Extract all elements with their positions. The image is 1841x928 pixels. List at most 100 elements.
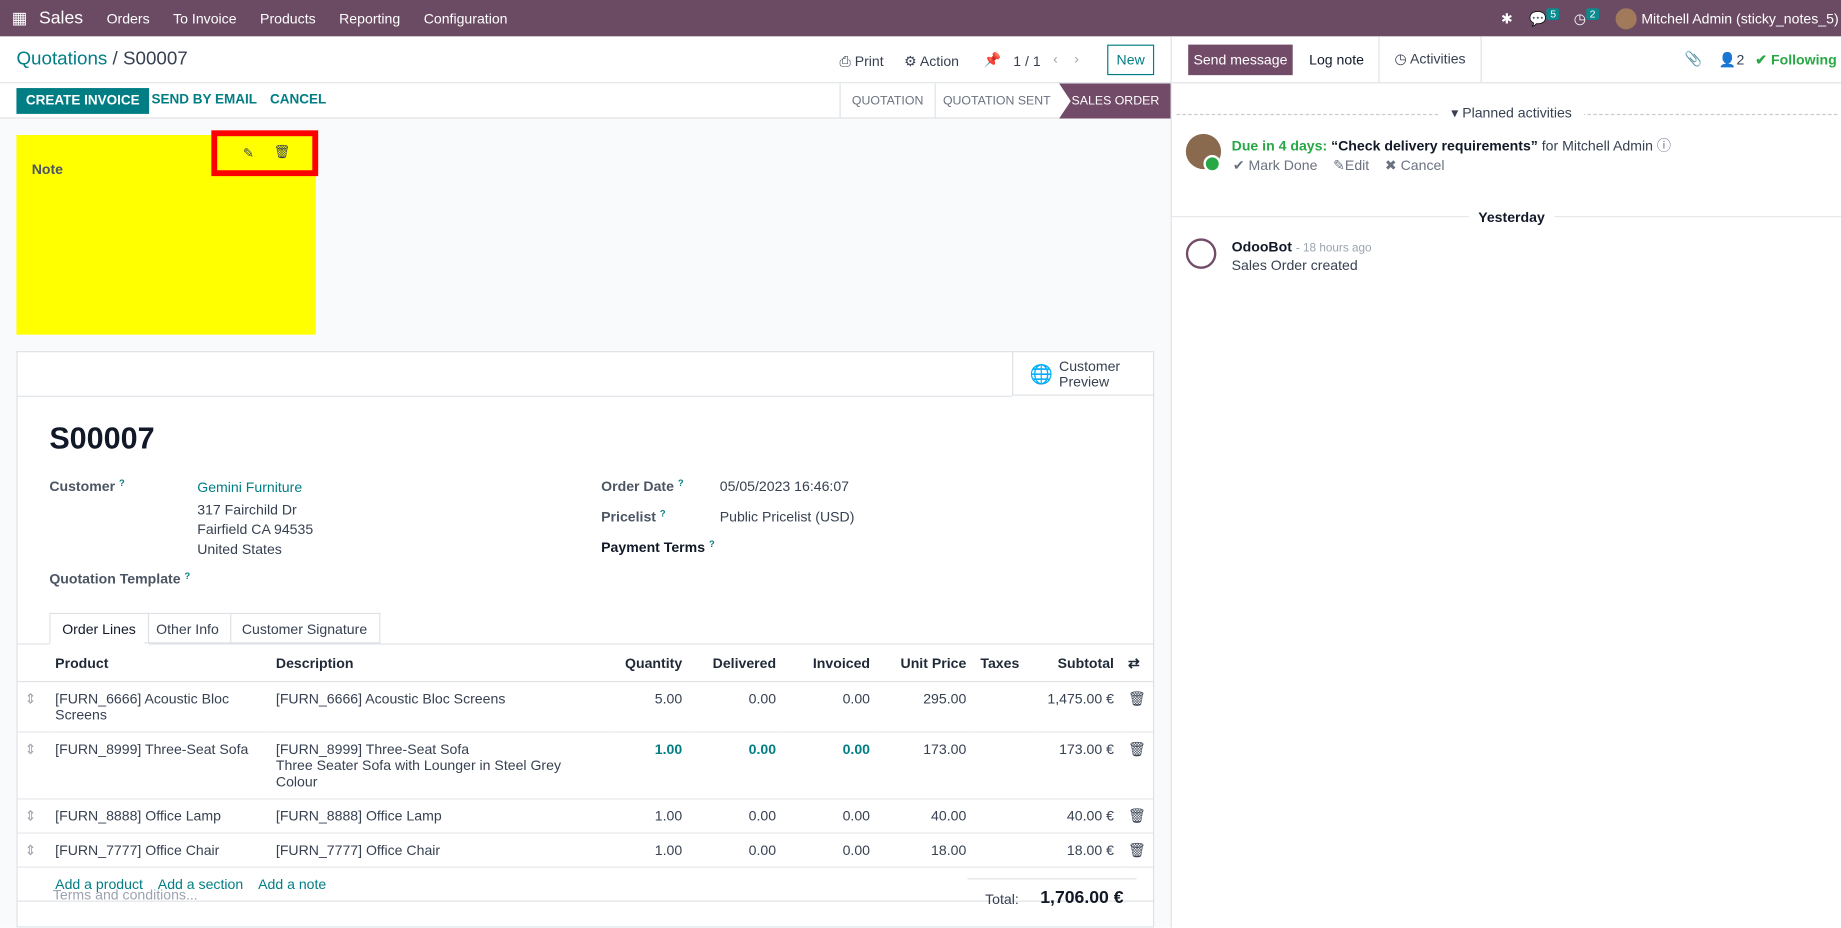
apps-menu-icon[interactable]: ▦: [11, 8, 28, 28]
drag-handle-icon[interactable]: ⇕: [17, 798, 49, 834]
log-note-button[interactable]: Log note: [1309, 51, 1364, 69]
cell-quantity[interactable]: 1.00: [609, 732, 690, 800]
cell-invoiced[interactable]: 0.00: [783, 798, 878, 834]
cell-unit-price[interactable]: 40.00: [877, 798, 974, 834]
cell-taxes[interactable]: [973, 732, 1033, 800]
cell-invoiced[interactable]: 0.00: [783, 681, 878, 733]
cell-unit-price[interactable]: 295.00: [877, 681, 974, 733]
cell-delivered[interactable]: 0.00: [689, 798, 784, 834]
breadcrumb-quotations[interactable]: Quotations: [16, 49, 108, 70]
cell-description[interactable]: [FURN_8888] Office Lamp: [268, 798, 610, 834]
send-message-button[interactable]: Send message: [1188, 44, 1293, 76]
table-row[interactable]: ⇕ [FURN_8888] Office Lamp [FURN_8888] Of…: [17, 798, 1153, 834]
pin-icon[interactable]: 📌: [983, 51, 1002, 69]
following-button[interactable]: ✔ Following: [1755, 51, 1837, 69]
col-subtotal[interactable]: Subtotal: [1032, 645, 1121, 683]
cancel-activity-button[interactable]: ✖ Cancel: [1384, 157, 1445, 174]
terms-input[interactable]: Terms and conditions...: [52, 886, 198, 903]
cell-delivered[interactable]: 0.00: [689, 681, 784, 733]
order-date-field[interactable]: 05/05/2023 16:46:07: [719, 477, 850, 495]
add-section-link[interactable]: Add a section: [157, 875, 244, 893]
delete-line-trash-icon[interactable]: 🗑: [1120, 798, 1153, 834]
cell-description[interactable]: [FURN_6666] Acoustic Bloc Screens: [268, 681, 610, 733]
pager-next-icon[interactable]: ›: [1074, 50, 1080, 67]
avatar[interactable]: [1615, 7, 1637, 29]
sticky-note[interactable]: Note: [16, 135, 316, 335]
cell-unit-price[interactable]: 18.00: [877, 833, 974, 868]
mark-done-button[interactable]: ✔ Mark Done: [1232, 157, 1318, 174]
attachment-paperclip-icon[interactable]: 📎: [1684, 50, 1703, 67]
menu-configuration[interactable]: Configuration: [423, 9, 508, 27]
delete-line-trash-icon[interactable]: 🗑: [1120, 833, 1153, 868]
messages-icon[interactable]: 💬 5: [1529, 8, 1560, 26]
info-icon[interactable]: ⓘ: [1656, 137, 1671, 154]
col-product[interactable]: Product: [48, 645, 269, 683]
col-delivered[interactable]: Delivered: [689, 645, 784, 683]
step-sales-order[interactable]: SALES ORDER: [1059, 83, 1172, 119]
tab-order-lines[interactable]: Order Lines: [49, 612, 149, 645]
planned-activities-toggle[interactable]: ▾ Planned activities: [1439, 104, 1584, 121]
menu-reporting[interactable]: Reporting: [339, 9, 401, 27]
add-product-link[interactable]: Add a product: [55, 875, 143, 893]
cell-delivered[interactable]: 0.00: [689, 732, 784, 800]
menu-products[interactable]: Products: [260, 9, 316, 27]
menu-orders[interactable]: Orders: [106, 9, 150, 27]
cell-taxes[interactable]: [973, 833, 1033, 868]
tab-customer-signature[interactable]: Customer Signature: [230, 612, 381, 644]
delete-line-trash-icon[interactable]: 🗑: [1120, 732, 1153, 800]
customer-link[interactable]: Gemini Furniture: [197, 479, 303, 496]
cell-product[interactable]: [FURN_8999] Three-Seat Sofa: [48, 732, 269, 800]
cell-invoiced[interactable]: 0.00: [783, 833, 878, 868]
table-row[interactable]: ⇕ [FURN_8999] Three-Seat Sofa [FURN_8999…: [17, 732, 1153, 800]
drag-handle-icon[interactable]: ⇕: [17, 681, 49, 733]
pager-previous-icon[interactable]: ‹: [1053, 50, 1058, 67]
activities-button[interactable]: ◷ Activities: [1378, 36, 1482, 83]
col-unit-price[interactable]: Unit Price: [877, 645, 974, 683]
pricelist-field[interactable]: Public Pricelist (USD): [719, 508, 855, 525]
cell-quantity[interactable]: 1.00: [609, 833, 690, 868]
message-author[interactable]: OdooBot: [1231, 238, 1292, 255]
table-row[interactable]: ⇕ [FURN_7777] Office Chair [FURN_7777] O…: [17, 833, 1153, 868]
new-button[interactable]: New: [1107, 44, 1155, 76]
menu-to-invoice[interactable]: To Invoice: [173, 9, 237, 27]
cell-taxes[interactable]: [973, 681, 1033, 733]
customer-preview-button[interactable]: 🌐 Customer Preview: [1012, 352, 1155, 396]
edit-pencil-icon[interactable]: ✎: [243, 146, 254, 161]
print-button[interactable]: ⎙ Print: [839, 53, 883, 71]
cell-taxes[interactable]: [973, 798, 1033, 834]
delete-trash-icon[interactable]: 🗑: [273, 145, 290, 160]
app-name[interactable]: Sales: [39, 8, 84, 29]
action-button[interactable]: ⚙ Action: [904, 53, 959, 69]
col-invoiced[interactable]: Invoiced: [783, 645, 878, 683]
activities-clock-icon[interactable]: ◷ 2: [1574, 8, 1600, 26]
step-quotation[interactable]: QUOTATION: [851, 93, 924, 109]
cell-unit-price[interactable]: 173.00: [877, 732, 974, 800]
add-note-link[interactable]: Add a note: [258, 875, 327, 893]
cell-quantity[interactable]: 1.00: [609, 798, 690, 834]
table-row[interactable]: ⇕ [FURN_6666] Acoustic Bloc Screens [FUR…: [17, 681, 1153, 733]
cell-invoiced[interactable]: 0.00: [783, 732, 878, 800]
column-settings-icon[interactable]: ⇄: [1120, 645, 1153, 683]
cell-description[interactable]: [FURN_7777] Office Chair: [268, 833, 610, 868]
step-quotation-sent[interactable]: QUOTATION SENT: [934, 83, 1058, 119]
followers-button[interactable]: 👤2: [1718, 51, 1745, 69]
user-menu[interactable]: Mitchell Admin (sticky_notes_5): [1641, 9, 1839, 27]
delete-line-trash-icon[interactable]: 🗑: [1120, 681, 1153, 733]
col-taxes[interactable]: Taxes: [973, 645, 1033, 683]
send-by-email-button[interactable]: SEND BY EMAIL: [151, 92, 258, 107]
drag-handle-icon[interactable]: ⇕: [17, 833, 49, 868]
drag-handle-icon[interactable]: ⇕: [17, 732, 49, 800]
cell-product[interactable]: [FURN_6666] Acoustic Bloc Screens: [48, 681, 269, 733]
cell-product[interactable]: [FURN_7777] Office Chair: [48, 833, 269, 868]
pager-value[interactable]: 1 / 1: [1013, 52, 1041, 70]
cell-quantity[interactable]: 5.00: [609, 681, 690, 733]
edit-activity-button[interactable]: ✎Edit: [1333, 157, 1370, 174]
debug-bug-icon[interactable]: ✱: [1500, 9, 1513, 27]
cancel-button[interactable]: CANCEL: [270, 92, 327, 107]
cell-description[interactable]: [FURN_8999] Three-Seat Sofa Three Seater …: [268, 732, 610, 800]
col-description[interactable]: Description: [268, 645, 610, 683]
col-quantity[interactable]: Quantity: [609, 645, 690, 683]
create-invoice-button[interactable]: CREATE INVOICE: [16, 88, 150, 114]
cell-delivered[interactable]: 0.00: [689, 833, 784, 868]
cell-product[interactable]: [FURN_8888] Office Lamp: [48, 798, 269, 834]
